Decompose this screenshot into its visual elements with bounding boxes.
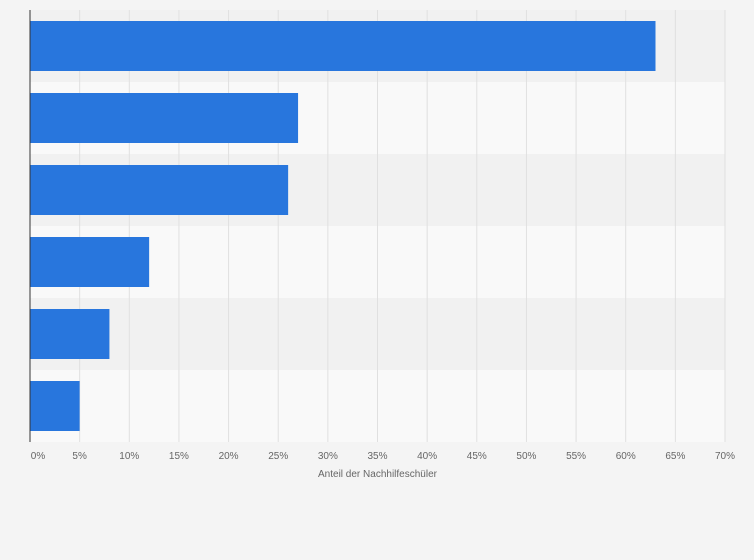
bars	[30, 21, 656, 431]
bar	[30, 381, 80, 431]
x-tick-label: 25%	[268, 451, 288, 462]
x-tick-label: 10%	[119, 451, 139, 462]
x-tick-label: 15%	[169, 451, 189, 462]
x-tick-label: 0%	[31, 451, 46, 462]
x-tick-label: 55%	[566, 451, 586, 462]
x-tick-label: 65%	[665, 451, 685, 462]
gridlines	[79, 10, 726, 442]
x-tick-label: 40%	[417, 451, 437, 462]
x-tick-label: 70%	[715, 451, 735, 462]
x-tick-label: 50%	[516, 451, 536, 462]
x-tick-label: 30%	[318, 451, 338, 462]
x-tick-label: 5%	[72, 451, 87, 462]
x-tick-label: 45%	[467, 451, 487, 462]
bar	[30, 165, 289, 215]
x-tick-label: 20%	[219, 451, 239, 462]
bar	[30, 309, 110, 359]
bar	[30, 93, 299, 143]
bar	[30, 21, 656, 71]
x-axis-title: Anteil der Nachhilfeschüler	[318, 469, 438, 480]
x-axis-tick-labels: 0% 5% 10% 15% 20% 25% 30% 35% 40% 45% 50% 55% 60% 65%…	[31, 451, 735, 462]
x-tick-label: 60%	[616, 451, 636, 462]
x-tick-label: 35%	[367, 451, 387, 462]
bar	[30, 237, 150, 287]
